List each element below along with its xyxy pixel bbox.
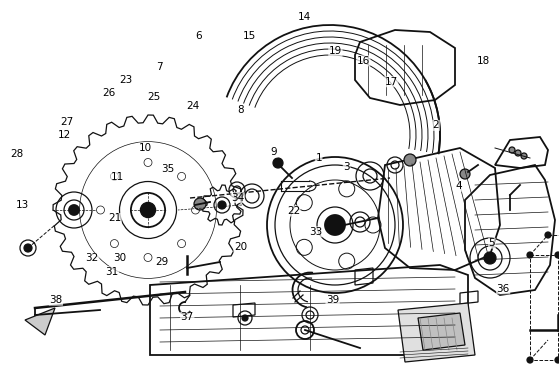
Text: 37: 37 <box>181 312 194 322</box>
Polygon shape <box>25 308 55 335</box>
Circle shape <box>545 232 551 238</box>
Polygon shape <box>418 313 465 350</box>
Circle shape <box>555 252 559 258</box>
Text: 26: 26 <box>102 88 116 98</box>
Text: 6: 6 <box>195 31 202 41</box>
Text: 19: 19 <box>329 46 342 56</box>
Circle shape <box>460 169 470 179</box>
Text: 25: 25 <box>147 92 160 102</box>
Text: 11: 11 <box>111 172 124 182</box>
Text: 39: 39 <box>326 295 339 305</box>
Text: 5: 5 <box>489 238 495 248</box>
Text: 7: 7 <box>156 62 163 71</box>
Circle shape <box>404 154 416 166</box>
Text: 33: 33 <box>309 227 323 237</box>
Text: 32: 32 <box>86 253 99 263</box>
Circle shape <box>484 252 496 264</box>
Text: 29: 29 <box>155 257 169 267</box>
Text: 4: 4 <box>455 181 462 191</box>
Text: 15: 15 <box>243 31 257 41</box>
Circle shape <box>509 147 515 153</box>
Circle shape <box>521 153 527 159</box>
Text: 12: 12 <box>58 130 71 140</box>
Circle shape <box>194 198 206 210</box>
Text: 36: 36 <box>496 284 510 294</box>
Circle shape <box>555 357 559 363</box>
Text: 10: 10 <box>139 143 152 153</box>
Text: 3: 3 <box>343 162 350 172</box>
Text: 23: 23 <box>119 75 132 85</box>
Circle shape <box>273 158 283 168</box>
Text: 22: 22 <box>287 206 300 216</box>
Text: 8: 8 <box>237 105 244 115</box>
Circle shape <box>527 357 533 363</box>
Circle shape <box>218 201 226 209</box>
Text: 24: 24 <box>186 101 200 111</box>
Text: 16: 16 <box>357 56 370 66</box>
Text: 17: 17 <box>385 77 398 87</box>
Circle shape <box>24 244 32 252</box>
Text: 20: 20 <box>234 242 247 252</box>
Text: 30: 30 <box>113 253 127 263</box>
Text: 9: 9 <box>271 147 277 157</box>
Circle shape <box>242 315 248 321</box>
Text: 34: 34 <box>231 193 244 203</box>
Circle shape <box>515 150 521 156</box>
Text: 28: 28 <box>10 149 23 159</box>
Text: 38: 38 <box>49 295 63 305</box>
Text: 27: 27 <box>60 117 74 127</box>
Circle shape <box>527 252 533 258</box>
Circle shape <box>325 215 345 235</box>
Text: 35: 35 <box>161 164 174 174</box>
Circle shape <box>69 205 79 215</box>
Text: 31: 31 <box>105 267 119 277</box>
Text: 14: 14 <box>298 12 311 22</box>
Text: 13: 13 <box>16 200 29 210</box>
Text: 2: 2 <box>433 120 439 130</box>
Text: 18: 18 <box>477 56 490 66</box>
Text: 1: 1 <box>315 153 322 163</box>
Polygon shape <box>398 303 475 362</box>
Circle shape <box>140 203 155 218</box>
Text: 21: 21 <box>108 214 121 223</box>
